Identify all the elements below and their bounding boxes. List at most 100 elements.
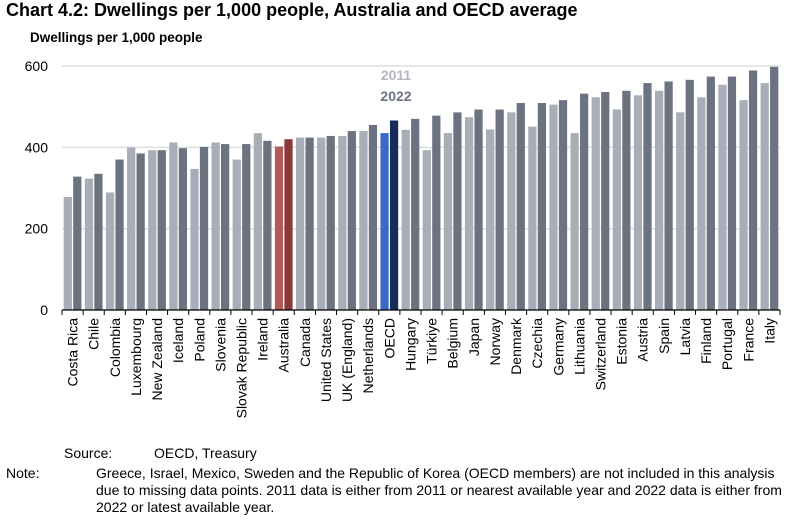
- bar-2022: [94, 173, 103, 310]
- bar-2022: [305, 137, 314, 310]
- bar-2011: [528, 126, 537, 311]
- bar-2011: [211, 142, 220, 310]
- x-tick-label: Latvia: [677, 318, 693, 356]
- bar-2011: [84, 178, 94, 310]
- bar-2022: [558, 100, 568, 310]
- x-tick-label: Slovenia: [212, 318, 228, 372]
- x-tick-label: Australia: [276, 318, 292, 373]
- bar-2011: [570, 133, 579, 310]
- bar-2011: [63, 196, 72, 310]
- bar-2022: [664, 81, 673, 310]
- x-tick-label: Slovak Republic: [234, 318, 250, 418]
- bar-2022: [221, 144, 230, 310]
- x-tick-label: Colombia: [107, 318, 123, 377]
- bar-2022: [347, 131, 356, 310]
- bar-2022: [368, 124, 378, 310]
- x-tick-label: Czechia: [529, 318, 545, 369]
- bar-2011: [464, 117, 474, 311]
- chart-title: Chart 4.2: Dwellings per 1,000 people, A…: [6, 0, 578, 20]
- legend-2011: 2011: [381, 67, 412, 83]
- bar-2022: [495, 109, 504, 310]
- bar-2022: [748, 70, 758, 311]
- bar-2022: [770, 66, 779, 311]
- x-tick-label: Finland: [698, 318, 714, 364]
- bar-2022: [622, 90, 631, 310]
- bar-2011: [295, 137, 305, 310]
- y-tick-label: 0: [40, 302, 48, 318]
- y-tick-label: 600: [25, 58, 49, 74]
- x-tick-label: Hungary: [402, 318, 418, 371]
- bar-2022: [643, 83, 652, 310]
- bar-2011: [633, 95, 643, 310]
- bar-2011: [105, 192, 115, 310]
- bar-2011: [232, 159, 241, 310]
- x-tick-label: Iceland: [170, 318, 186, 363]
- bar-2011: [718, 84, 727, 310]
- x-tick-label: Italy: [761, 318, 777, 344]
- bar-2022: [115, 159, 124, 310]
- bar-2022: [727, 76, 737, 310]
- bar-2011: [338, 135, 347, 310]
- bar-2022: [474, 109, 483, 310]
- bar-2022: [284, 139, 293, 310]
- bar-2011: [380, 133, 389, 310]
- source-label: Source:: [64, 445, 113, 461]
- x-tick-label: OECD: [381, 318, 397, 358]
- bar-2022: [199, 146, 209, 310]
- bar-2011: [127, 147, 136, 310]
- x-tick-label: Portugal: [719, 318, 735, 370]
- x-tick-label: New Zealand: [149, 318, 165, 401]
- bar-2022: [73, 176, 82, 310]
- bar-2022: [411, 118, 420, 310]
- x-tick-label: Netherlands: [360, 318, 376, 394]
- bar-2011: [401, 129, 410, 310]
- x-tick-label: Estonia: [614, 318, 630, 365]
- bar-2011: [169, 142, 178, 310]
- bar-2022: [432, 115, 441, 310]
- bar-2022: [178, 148, 188, 310]
- bar-2011: [612, 109, 621, 310]
- bar-2022: [580, 93, 589, 310]
- x-tick-label: UK (England): [339, 318, 355, 402]
- bar-2011: [654, 90, 664, 310]
- x-tick-label: Spain: [656, 318, 672, 354]
- x-tick-label: Lithuania: [571, 318, 587, 375]
- bar-2011: [190, 168, 199, 310]
- x-tick-label: Türkiye: [424, 318, 440, 364]
- bar-2011: [253, 133, 262, 310]
- x-tick-label: Chile: [86, 318, 102, 350]
- bar-2022: [685, 79, 694, 311]
- x-tick-label: Japan: [466, 318, 482, 356]
- y-tick-label: 400: [25, 139, 49, 155]
- bar-2011: [317, 137, 326, 310]
- note-label: Note:: [6, 465, 40, 481]
- x-tick-label: Norway: [487, 318, 503, 365]
- note-text: Greece, Israel, Mexico, Sweden and the R…: [96, 465, 782, 515]
- bar-2011: [422, 150, 431, 310]
- bar-2011: [760, 83, 769, 310]
- x-tick-label: Costa Rica: [65, 318, 81, 387]
- x-tick-label: Belgium: [445, 318, 461, 369]
- x-tick-label: Austria: [635, 318, 651, 362]
- bar-2011: [486, 129, 495, 310]
- x-tick-label: Denmark: [508, 317, 524, 375]
- bar-chart: 0 200 400 600 Costa Rica Chile Colombia Luxembo…: [25, 58, 781, 418]
- x-tick-label: Poland: [191, 318, 207, 362]
- bar-2011: [507, 112, 516, 310]
- y-axis-title: Dwellings per 1,000 people: [30, 30, 203, 45]
- bar-2022: [516, 103, 525, 310]
- x-tick-label: France: [740, 318, 756, 362]
- bar-2022: [242, 144, 251, 310]
- bar-2022: [601, 92, 610, 310]
- x-tick-label: United States: [318, 318, 334, 402]
- bar-2011: [549, 104, 558, 310]
- bar-2011: [676, 112, 685, 310]
- source-line: Source: OECD, Treasury: [64, 445, 257, 461]
- bar-2022: [389, 120, 399, 310]
- bar-2022: [263, 140, 272, 310]
- bar-2011: [739, 100, 748, 310]
- legend-2022: 2022: [380, 88, 411, 104]
- x-tick-label: Switzerland: [593, 318, 609, 390]
- x-tick-label: Germany: [550, 318, 566, 376]
